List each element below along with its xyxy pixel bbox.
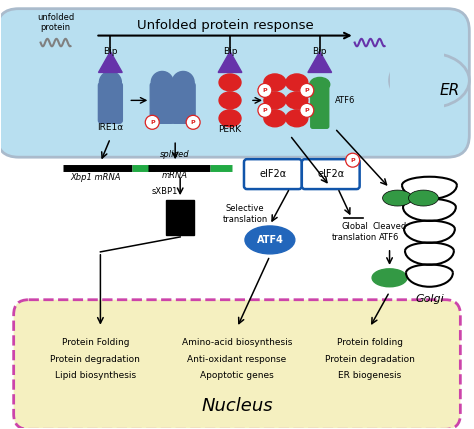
- Text: Selective
translation: Selective translation: [222, 204, 268, 224]
- Circle shape: [100, 72, 121, 94]
- Text: Global
translation: Global translation: [332, 222, 377, 242]
- Text: Cleaved
ATF6: Cleaved ATF6: [373, 222, 407, 242]
- FancyBboxPatch shape: [150, 82, 174, 123]
- Text: P: P: [304, 88, 309, 93]
- Ellipse shape: [310, 78, 330, 91]
- Text: Protein degradation: Protein degradation: [325, 354, 415, 363]
- Text: Unfolded protein response: Unfolded protein response: [137, 19, 313, 32]
- Text: Anti-oxidant response: Anti-oxidant response: [187, 354, 287, 363]
- Text: P: P: [150, 120, 155, 125]
- Ellipse shape: [219, 74, 241, 91]
- Circle shape: [186, 115, 200, 129]
- Text: mRNA: mRNA: [162, 171, 188, 180]
- Polygon shape: [99, 51, 122, 73]
- Circle shape: [145, 115, 159, 129]
- Text: ATF6: ATF6: [335, 96, 355, 105]
- FancyBboxPatch shape: [302, 159, 360, 189]
- Circle shape: [172, 72, 194, 94]
- Ellipse shape: [264, 92, 286, 109]
- Ellipse shape: [286, 110, 308, 127]
- Circle shape: [258, 103, 272, 117]
- Text: PERK: PERK: [219, 125, 242, 134]
- Text: Xbp1 mRNA: Xbp1 mRNA: [70, 173, 121, 182]
- Text: Lipid biosynthesis: Lipid biosynthesis: [55, 372, 136, 381]
- Ellipse shape: [286, 92, 308, 109]
- Text: P: P: [304, 108, 309, 113]
- Text: IRE1α: IRE1α: [97, 123, 124, 132]
- FancyBboxPatch shape: [311, 86, 329, 128]
- FancyBboxPatch shape: [99, 82, 122, 123]
- FancyBboxPatch shape: [244, 159, 302, 189]
- Text: ER: ER: [439, 83, 459, 98]
- Text: Protein folding: Protein folding: [337, 338, 402, 347]
- Ellipse shape: [264, 110, 286, 127]
- Text: Bip: Bip: [312, 46, 327, 55]
- FancyBboxPatch shape: [166, 200, 194, 235]
- Text: Bip: Bip: [103, 46, 118, 55]
- Text: spliced: spliced: [160, 150, 190, 159]
- Text: P: P: [263, 88, 267, 93]
- Text: unfolded
protein: unfolded protein: [37, 13, 74, 32]
- Text: ATF4: ATF4: [256, 235, 283, 245]
- FancyBboxPatch shape: [171, 82, 195, 123]
- Ellipse shape: [245, 226, 295, 254]
- Text: Golgi: Golgi: [415, 294, 444, 304]
- Ellipse shape: [372, 269, 407, 287]
- Text: ER biogenesis: ER biogenesis: [338, 372, 401, 381]
- Circle shape: [300, 83, 314, 97]
- Ellipse shape: [390, 53, 469, 108]
- Polygon shape: [308, 51, 332, 73]
- Ellipse shape: [219, 92, 241, 109]
- Text: Protein Folding: Protein Folding: [62, 338, 129, 347]
- Ellipse shape: [286, 74, 308, 91]
- Text: Bip: Bip: [223, 46, 237, 55]
- FancyBboxPatch shape: [0, 9, 469, 157]
- Text: P: P: [263, 108, 267, 113]
- Text: eIF2α: eIF2α: [317, 169, 344, 179]
- FancyBboxPatch shape: [390, 45, 445, 125]
- Circle shape: [300, 103, 314, 117]
- Circle shape: [151, 72, 173, 94]
- Text: P: P: [350, 158, 355, 163]
- Circle shape: [346, 153, 360, 167]
- Text: Nucleus: Nucleus: [201, 397, 273, 415]
- Ellipse shape: [264, 74, 286, 91]
- Text: sXBP1: sXBP1: [152, 187, 178, 196]
- Ellipse shape: [409, 190, 438, 206]
- Text: Protein degradation: Protein degradation: [50, 354, 140, 363]
- Ellipse shape: [219, 110, 241, 127]
- FancyBboxPatch shape: [14, 300, 460, 429]
- Ellipse shape: [383, 190, 412, 206]
- Text: P: P: [191, 120, 195, 125]
- Text: Amino-acid biosynthesis: Amino-acid biosynthesis: [182, 338, 292, 347]
- Polygon shape: [218, 51, 242, 73]
- Text: Apoptotic genes: Apoptotic genes: [200, 372, 274, 381]
- Circle shape: [258, 83, 272, 97]
- Text: eIF2α: eIF2α: [259, 169, 286, 179]
